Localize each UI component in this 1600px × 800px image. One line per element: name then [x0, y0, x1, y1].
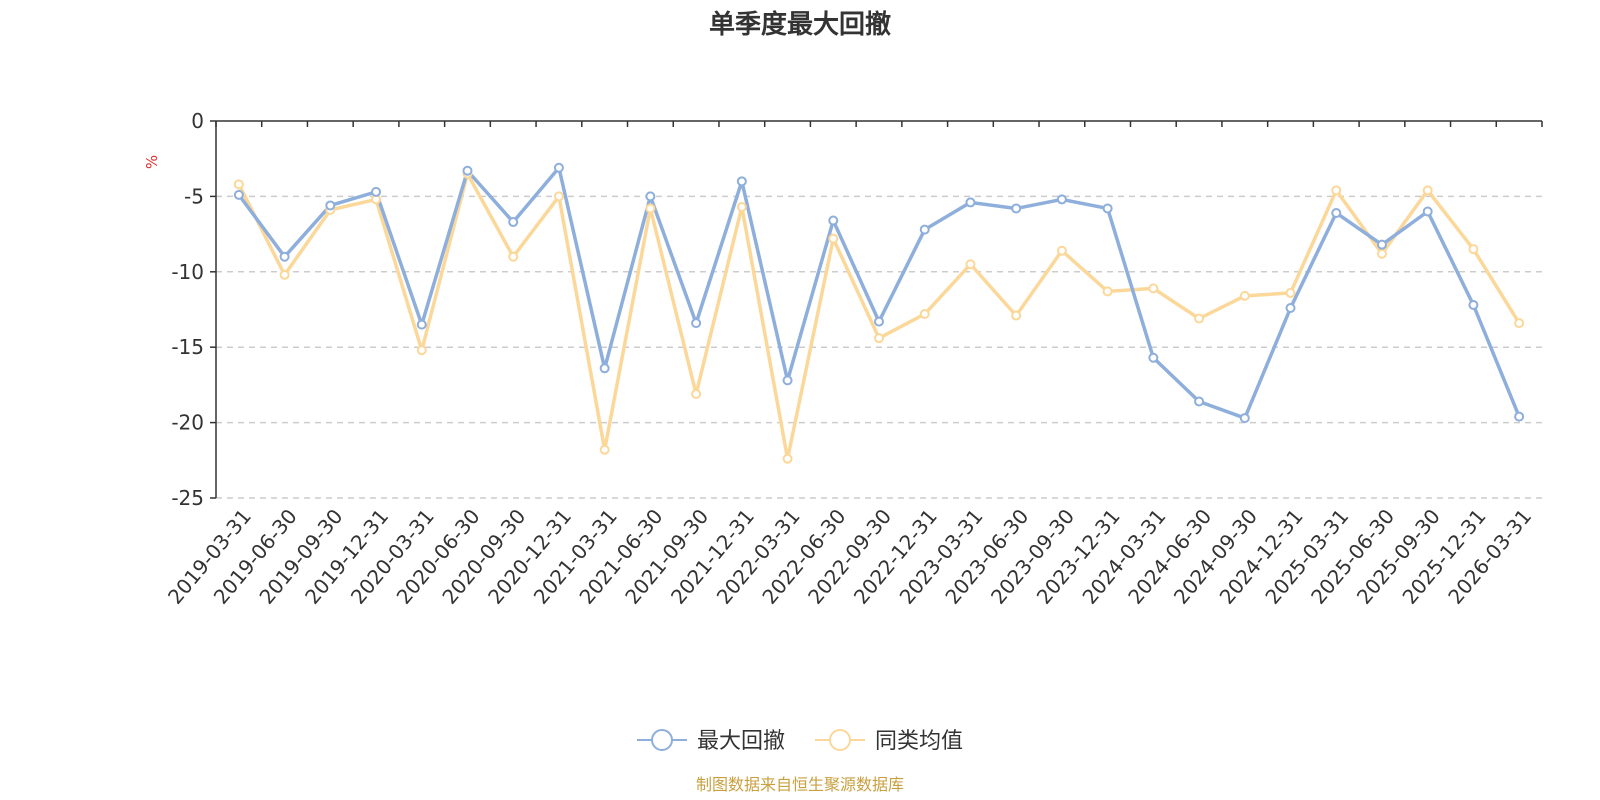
- series-point-2: [1422, 185, 1433, 196]
- series-point-2: [919, 309, 930, 320]
- y-tick-label: -5: [184, 184, 204, 208]
- series-point-1: [279, 251, 290, 262]
- series-point-2: [645, 203, 656, 214]
- series-point-2: [1194, 313, 1205, 324]
- series-point-1: [1468, 299, 1479, 310]
- series-point-1: [553, 162, 564, 173]
- series-line-1: [237, 165, 1521, 420]
- chart-title: 单季度最大回撤: [709, 9, 891, 40]
- series-point-1: [1285, 302, 1296, 313]
- series-point-2: [1102, 286, 1113, 297]
- y-tick-labels: 0 -5 -10 -15 -20 -25: [171, 109, 204, 510]
- legend-label: 同类均值: [875, 729, 963, 754]
- series-line-2: [237, 172, 1521, 461]
- legend-marker: [651, 729, 673, 751]
- series-point-1: [1148, 352, 1159, 363]
- series-point-2: [1376, 248, 1387, 259]
- series-point-2: [828, 233, 839, 244]
- series-point-1: [736, 176, 747, 187]
- series-point-1: [645, 191, 656, 202]
- series-point-2: [1148, 283, 1159, 294]
- series-point-1: [828, 215, 839, 226]
- series-point-1: [1011, 203, 1022, 214]
- x-tick-labels: 2019-03-312019-06-302019-09-302019-12-31…: [163, 504, 1536, 608]
- y-tick-label: -25: [171, 486, 204, 510]
- series-point-1: [691, 318, 702, 329]
- series-point-2: [1285, 287, 1296, 298]
- series-point-1: [1102, 203, 1113, 214]
- y-tick-label: -15: [171, 335, 204, 359]
- series-point-1: [1194, 396, 1205, 407]
- series-point-1: [1514, 411, 1525, 422]
- legend-marker: [829, 729, 851, 751]
- series-point-1: [1331, 207, 1342, 218]
- series-point-1: [965, 197, 976, 208]
- legend-label: 最大回撤: [697, 729, 785, 754]
- legend[interactable]: 最大回撤 同类均值: [637, 729, 963, 754]
- series-point-2: [1514, 318, 1525, 329]
- y-tick-label: 0: [191, 109, 204, 133]
- series-point-1: [371, 186, 382, 197]
- series-point-2: [965, 259, 976, 270]
- series-point-2: [508, 251, 519, 262]
- legend-item-1[interactable]: 最大回撤: [637, 729, 785, 754]
- legend-item-2[interactable]: 同类均值: [815, 729, 963, 754]
- series-point-1: [919, 224, 930, 235]
- series-point-1: [1422, 206, 1433, 217]
- series-point-1: [508, 217, 519, 228]
- series-point-1: [599, 363, 610, 374]
- series-point-1: [874, 316, 884, 327]
- series-point-2: [416, 345, 427, 356]
- series-point-2: [782, 453, 793, 464]
- series-point-1: [1056, 194, 1067, 205]
- axes: [210, 120, 1543, 499]
- series-point-2: [1011, 310, 1022, 321]
- series-point-1: [1239, 413, 1250, 424]
- series-point-2: [1056, 245, 1067, 256]
- series-group: [233, 162, 1525, 464]
- series-point-1: [1376, 239, 1387, 250]
- source-note: 制图数据来自恒生聚源数据库: [696, 775, 904, 794]
- y-tick-label: -10: [171, 260, 204, 284]
- series-point-2: [691, 388, 702, 399]
- series-point-2: [1468, 244, 1479, 255]
- series-point-2: [874, 333, 884, 344]
- grid-lines: [216, 195, 1542, 499]
- series-point-2: [279, 269, 290, 280]
- series-point-2: [553, 191, 564, 202]
- y-axis-label: %: [143, 155, 161, 169]
- series-point-2: [1331, 185, 1342, 196]
- series-point-1: [325, 200, 336, 211]
- series-point-1: [782, 375, 793, 386]
- series-point-2: [736, 201, 747, 212]
- series-point-2: [599, 444, 610, 455]
- series-point-2: [1239, 290, 1250, 301]
- series-point-1: [233, 189, 244, 200]
- series-point-1: [462, 165, 473, 176]
- series-point-1: [416, 319, 427, 330]
- y-tick-label: -20: [171, 411, 204, 435]
- series-point-2: [233, 179, 244, 190]
